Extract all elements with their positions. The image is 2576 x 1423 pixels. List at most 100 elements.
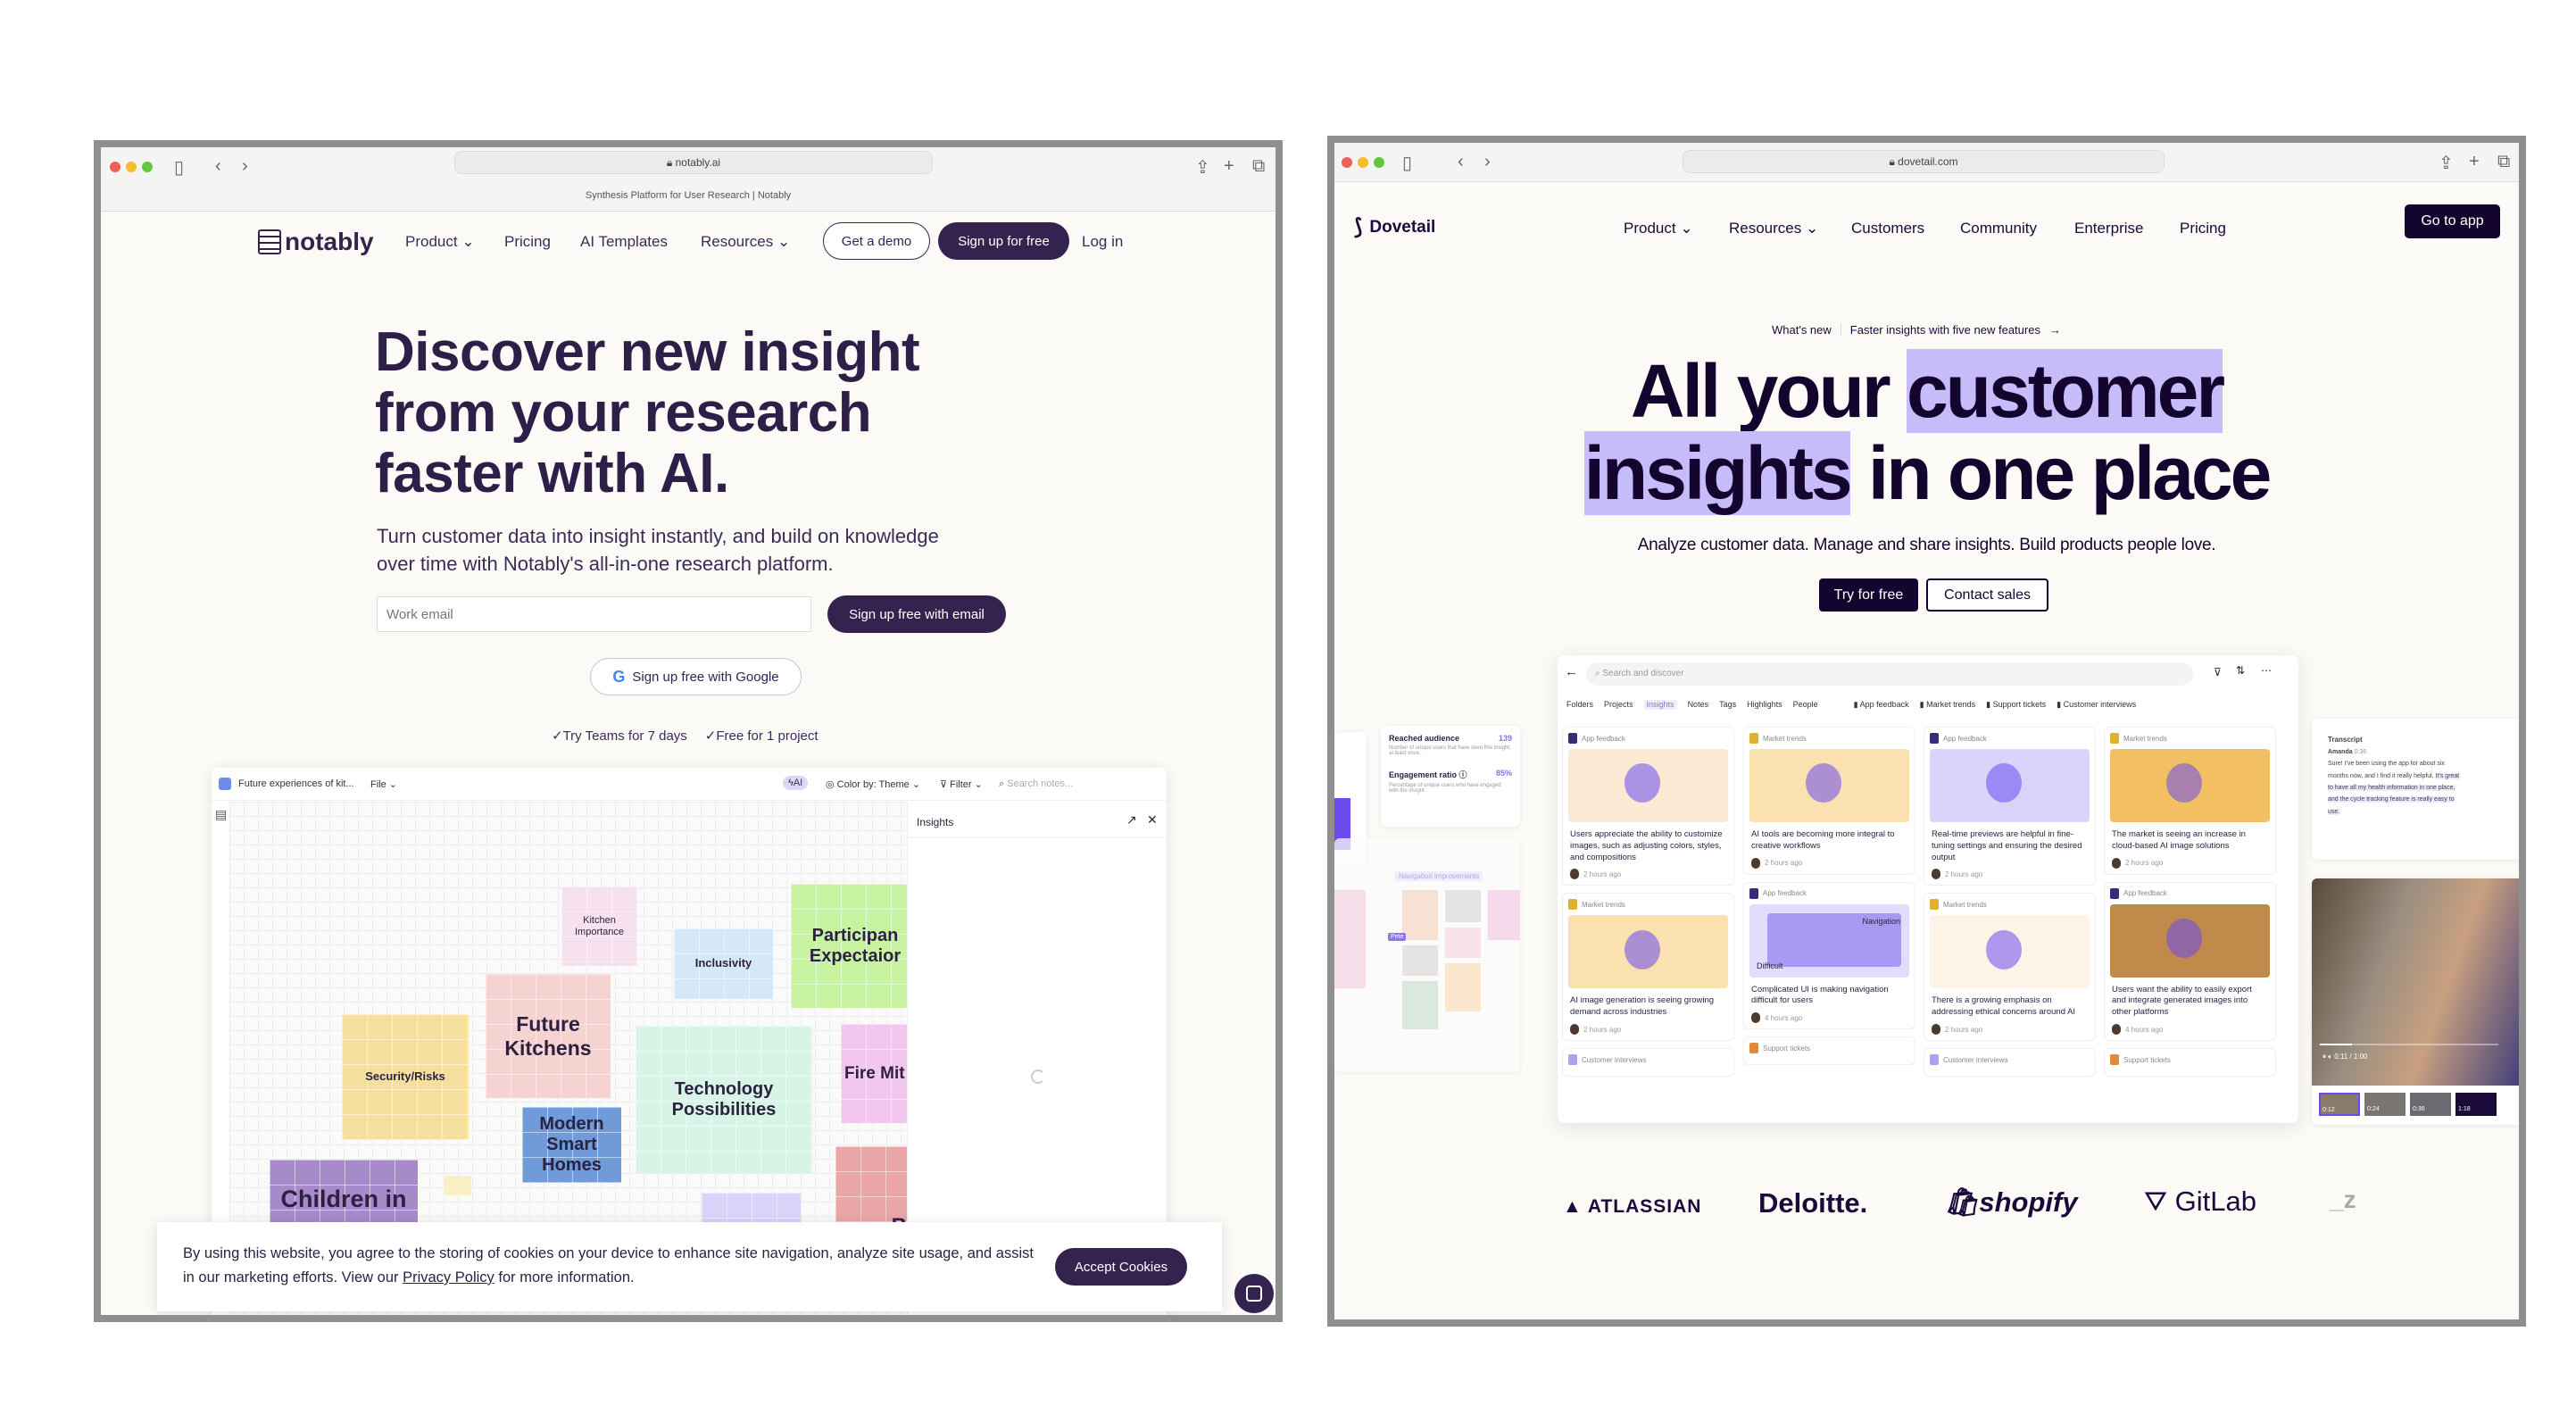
insight-card[interactable]: Customer interviews (1924, 1048, 2096, 1078)
back-icon[interactable]: ‹ (1458, 152, 1464, 171)
video-progress[interactable] (2320, 1044, 2498, 1045)
signup-google-button[interactable]: G Sign up free with Google (590, 658, 802, 695)
address-bar[interactable]: 🔒︎ notably.ai (454, 151, 933, 174)
minimize-window-button[interactable] (126, 162, 137, 172)
video-player[interactable] (2312, 878, 2519, 1086)
close-icon[interactable]: ✕ (1147, 812, 1158, 827)
insight-card[interactable]: Market trends There is a growing emphasis… (1924, 893, 2096, 1042)
tab-notes[interactable]: Notes (1687, 700, 1709, 709)
sort-icon[interactable]: ⇅ (2236, 664, 2246, 677)
ai-button[interactable]: ϟAI (783, 776, 809, 790)
insight-card[interactable]: App feedback Navigation Difficult Complicat… (1743, 881, 1915, 1030)
source-market-trends[interactable]: ▮ Market trends (1919, 700, 1976, 709)
insight-card[interactable]: Support tickets (1743, 1036, 1915, 1066)
source-app-feedback[interactable]: ▮ App feedback (1853, 700, 1909, 709)
sticky-future-kitchens[interactable]: Future Kitchens (486, 974, 611, 1098)
tab-projects[interactable]: Projects (1604, 700, 1633, 709)
tab-folders[interactable]: Folders (1566, 700, 1594, 709)
chat-button[interactable] (1234, 1274, 1274, 1313)
insight-card[interactable]: App feedback Users appreciate the ability… (1562, 727, 1734, 886)
more-icon[interactable]: ⋯ (2261, 664, 2272, 677)
back-icon[interactable]: ‹ (215, 156, 221, 176)
play-pause-icon[interactable]: ⏸ (2323, 1053, 2326, 1061)
search-notes[interactable]: ⌕ Search notes... (999, 778, 1074, 789)
privacy-policy-link[interactable]: Privacy Policy (403, 1269, 494, 1286)
new-tab-icon[interactable]: + (1224, 156, 1234, 176)
nav-pricing[interactable]: Pricing (2180, 220, 2226, 237)
nav-resources[interactable]: Resources ⌄ (701, 233, 791, 250)
login-link[interactable]: Log in (1082, 233, 1124, 250)
tabs-overview-icon[interactable]: ⧉ (1252, 156, 1266, 176)
insight-card[interactable]: Market trends AI tools are becoming more … (1743, 727, 1915, 875)
nav-enterprise[interactable]: Enterprise (2074, 220, 2144, 237)
maximize-window-button[interactable] (142, 162, 153, 172)
filter-dropdown[interactable]: ⊽ Filter ⌄ (940, 779, 983, 790)
nav-product[interactable]: Product ⌄ (405, 233, 475, 250)
address-bar[interactable]: 🔒︎ dovetail.com (1683, 150, 2165, 173)
insight-card[interactable]: Customer interviews (1562, 1048, 1734, 1078)
video-thumb[interactable]: 0:12 (2319, 1093, 2360, 1116)
video-thumb[interactable]: 1:18 (2456, 1093, 2497, 1116)
dovetail-logo[interactable]: ⟆ Dovetail (1354, 215, 1436, 239)
sticky-fire-mitigation[interactable]: Fire Mit (841, 1024, 907, 1123)
nav-resources[interactable]: Resources ⌄ (1729, 220, 1819, 237)
insight-card[interactable]: Market trends AI image generation is seei… (1562, 893, 1734, 1042)
expand-icon[interactable]: ↗ (1126, 812, 1137, 827)
nav-product[interactable]: Product ⌄ (1624, 220, 1693, 237)
tab-tags[interactable]: Tags (1719, 700, 1737, 709)
file-menu[interactable]: File ⌄ (370, 779, 398, 790)
tab-title[interactable]: Synthesis Platform for User Research | N… (585, 190, 792, 201)
source-customer-interviews[interactable]: ▮ Customer interviews (2057, 700, 2137, 709)
layers-icon[interactable]: ▤ (215, 807, 228, 821)
close-window-button[interactable] (1342, 157, 1352, 168)
back-arrow-icon[interactable]: ← (1565, 664, 1578, 679)
forward-icon[interactable]: › (242, 156, 248, 176)
video-thumb[interactable]: 0:24 (2364, 1093, 2406, 1116)
insight-card[interactable]: App feedback Real-time previews are helpf… (1924, 727, 2096, 886)
new-tab-icon[interactable]: + (2469, 152, 2480, 171)
announcement[interactable]: What's new Faster insights with five new … (1772, 323, 2061, 337)
insight-card[interactable]: Support tickets (2104, 1048, 2276, 1078)
filter-icon[interactable]: ⊽ (2214, 666, 2222, 678)
nav-customers[interactable]: Customers (1851, 220, 1925, 237)
search-input[interactable]: ⌕ Search and discover (1586, 662, 2193, 686)
forward-icon[interactable]: › (1484, 152, 1491, 171)
minimize-window-button[interactable] (1358, 157, 1368, 168)
signup-button[interactable]: Sign up for free (938, 222, 1069, 260)
get-demo-button[interactable]: Get a demo (823, 222, 930, 260)
video-thumb[interactable]: 0:36 (2410, 1093, 2451, 1116)
share-icon[interactable]: ⇪ (1195, 158, 1210, 178)
tab-highlights[interactable]: Highlights (1747, 700, 1782, 709)
volume-icon[interactable]: 🔈︎ (2328, 1053, 2333, 1061)
sticky-technology-possibilities[interactable]: Technology Possibilities (636, 1026, 812, 1173)
tab-insights[interactable]: Insights (1643, 700, 1677, 710)
sidebar-toggle-icon[interactable]: ▯ (174, 158, 185, 178)
go-to-app-button[interactable]: Go to app (2405, 204, 2500, 238)
try-free-button[interactable]: Try for free (1819, 578, 1918, 612)
close-window-button[interactable] (110, 162, 120, 172)
accept-cookies-button[interactable]: Accept Cookies (1055, 1248, 1187, 1286)
sticky-security-risks[interactable]: Security/Risks (342, 1014, 469, 1140)
nav-ai-templates[interactable]: AI Templates (580, 233, 668, 250)
doc-title[interactable]: Future experiences of kit... (238, 778, 354, 789)
sticky-modern-smart-homes[interactable]: Modern Smart Homes (522, 1107, 621, 1183)
nav-pricing[interactable]: Pricing (504, 233, 551, 250)
contact-sales-button[interactable]: Contact sales (1926, 578, 2048, 612)
signup-email-button[interactable]: Sign up free with email (827, 595, 1006, 633)
work-email-input[interactable] (377, 596, 811, 632)
tabs-overview-icon[interactable]: ⧉ (2497, 152, 2511, 171)
color-by-dropdown[interactable]: ◎ Color by: Theme ⌄ (826, 779, 921, 790)
insight-card[interactable]: Market trends The market is seeing an inc… (2104, 727, 2276, 875)
tab-people[interactable]: People (1792, 700, 1818, 709)
sticky-kitchen-importance[interactable]: Kitchen Importance (561, 886, 637, 966)
nav-community[interactable]: Community (1960, 220, 2037, 237)
source-support-tickets[interactable]: ▮ Support tickets (1986, 700, 2047, 709)
maximize-window-button[interactable] (1374, 157, 1384, 168)
share-icon[interactable]: ⇪ (2439, 154, 2454, 173)
sticky-small-yellow[interactable] (445, 1176, 471, 1195)
sticky-participant-expectations[interactable]: Participan Expectaior (791, 884, 907, 1008)
insight-card[interactable]: App feedback Users want the ability to ea… (2104, 881, 2276, 1042)
sidebar-toggle-icon[interactable]: ▯ (1402, 154, 1413, 173)
notably-logo[interactable]: notably (258, 228, 374, 256)
sticky-inclusivity[interactable]: Inclusivity (674, 928, 773, 999)
